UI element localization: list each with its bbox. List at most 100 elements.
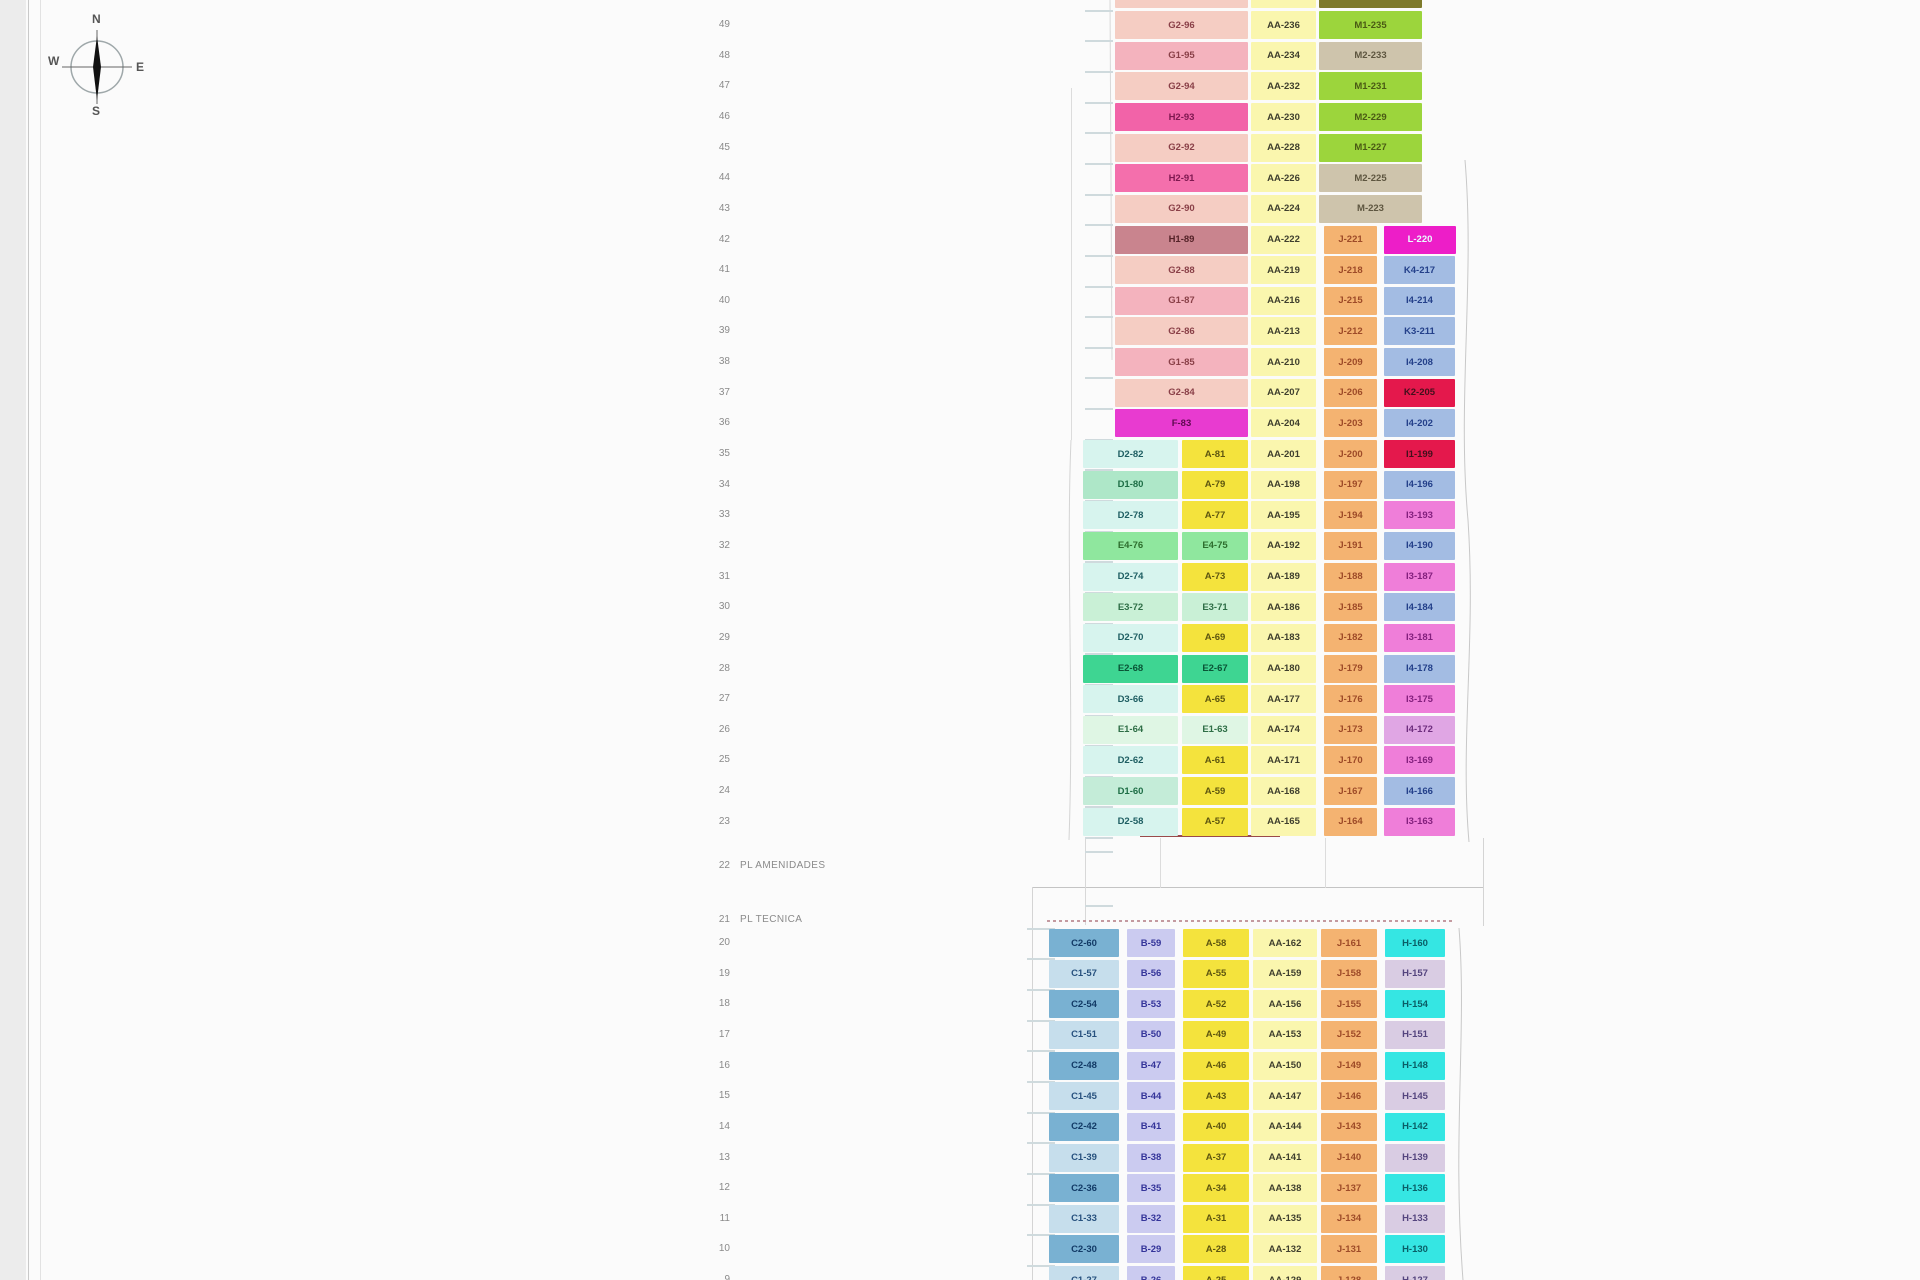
- floor-label: 41: [718, 264, 730, 276]
- floor-label: 36: [718, 417, 730, 429]
- unit-cell: B-38: [1127, 1143, 1175, 1172]
- compass-graphic: [62, 30, 132, 104]
- unit-cell: AA-153: [1253, 1020, 1317, 1049]
- unit-cell: D2-62: [1083, 746, 1178, 775]
- unit-cell: J-185: [1324, 593, 1377, 622]
- unit-cell: AA-232: [1251, 72, 1316, 101]
- unit-cell: L-220: [1384, 225, 1456, 254]
- slab-tick: [1027, 1142, 1055, 1145]
- slab-tick: [1027, 1050, 1055, 1053]
- slab-tick: [1085, 254, 1113, 257]
- floor-label: 28: [718, 662, 730, 674]
- unit-cell: J-191: [1324, 531, 1377, 560]
- unit-cell: J-188: [1324, 562, 1377, 591]
- unit-cell: H-142: [1385, 1112, 1445, 1141]
- gap-vline-1: [1085, 838, 1086, 925]
- unit-cell: I4-190: [1384, 531, 1455, 560]
- compass-needle: [93, 36, 101, 100]
- floor-label: 40: [718, 294, 730, 306]
- unit-cell: A-49: [1183, 1020, 1249, 1049]
- unit-cell: AA-135: [1253, 1204, 1317, 1233]
- unit-cell: B-29: [1127, 1235, 1175, 1264]
- unit-cell: I4-184: [1384, 593, 1455, 622]
- unit-cell: AA-204: [1251, 409, 1316, 438]
- unit-cell: G2-90: [1115, 194, 1248, 223]
- unit-cell: AA-144: [1253, 1112, 1317, 1141]
- slab-tick: [1085, 851, 1113, 853]
- floor-label: 11: [719, 1212, 730, 1224]
- gap-vline-3: [1325, 838, 1326, 888]
- unit-cell: C2-30: [1049, 1235, 1119, 1264]
- unit-cell: I4-202: [1384, 409, 1455, 438]
- unit-cell: H1-89: [1115, 225, 1248, 254]
- unit-cell: J-194: [1324, 501, 1377, 530]
- unit-cell: B-50: [1127, 1020, 1175, 1049]
- unit-cell: E2-68: [1083, 654, 1178, 683]
- unit-cell: I4-166: [1384, 777, 1455, 805]
- slab-tick: [1027, 1203, 1055, 1206]
- floor-label: 43: [718, 202, 730, 214]
- slab-tick: [1027, 1264, 1055, 1267]
- unit-cell: J-176: [1324, 685, 1377, 714]
- unit-cell: I3-175: [1384, 685, 1455, 714]
- unit-cell: D1-60: [1083, 777, 1178, 805]
- unit-cell: J-209: [1324, 348, 1377, 377]
- unit-cell: AA-183: [1251, 623, 1316, 652]
- unit-cell: A-73: [1182, 562, 1248, 591]
- unit-cell: AA-226: [1251, 164, 1316, 193]
- unit-cell: H-136: [1385, 1174, 1445, 1203]
- floor-label: 30: [718, 601, 730, 613]
- slab-tick: [1085, 132, 1113, 135]
- unit-cell: B-56: [1127, 959, 1175, 988]
- unit-cell: J-203: [1324, 409, 1377, 438]
- floor-label: 27: [718, 693, 730, 705]
- unit-cell: B-44: [1127, 1082, 1175, 1111]
- floor-label: 35: [718, 448, 730, 459]
- unit-cell: AA-129: [1253, 1266, 1317, 1280]
- unit-cell: B-35: [1127, 1174, 1175, 1203]
- unit-cell: H-145: [1385, 1082, 1445, 1111]
- unit-cell: M2-233: [1319, 41, 1422, 70]
- unit-cell: AA-224: [1251, 194, 1316, 223]
- unit-cell: D1-80: [1083, 470, 1178, 499]
- slab-tick: [1085, 745, 1113, 748]
- unit-cell: B-59: [1127, 929, 1175, 957]
- unit-cell: G2-88: [1115, 256, 1248, 285]
- unit-cell: A-65: [1182, 685, 1248, 714]
- unit-cell: J-215: [1324, 286, 1377, 315]
- floor-label: 38: [718, 356, 730, 368]
- unit-cell: AA-230: [1251, 103, 1316, 131]
- floor-label: 10: [718, 1243, 730, 1255]
- gap-vline-right: [1483, 838, 1484, 926]
- unit-cell: C2-48: [1049, 1051, 1119, 1080]
- unit-cell: AA-219: [1251, 256, 1316, 285]
- slab-tick: [1085, 591, 1113, 594]
- unit-cell: A-59: [1182, 777, 1248, 805]
- slab-tick: [1027, 1019, 1055, 1022]
- unit-cell: E3-72: [1083, 593, 1178, 622]
- slab-tick: [1085, 346, 1113, 349]
- unit-cell: B-53: [1127, 990, 1175, 1019]
- gap-vline-2: [1160, 838, 1161, 888]
- unit-cell: AA-132: [1253, 1235, 1317, 1264]
- unit-cell: H-139: [1385, 1143, 1445, 1172]
- unit-cell: J-152: [1321, 1020, 1377, 1049]
- unit-cell: AA-174: [1251, 715, 1316, 744]
- unit-cell: J-164: [1324, 807, 1377, 836]
- slab-tick: [1085, 714, 1113, 717]
- core-line-upper: [1071, 88, 1072, 440]
- slab-tick: [1085, 316, 1113, 319]
- floor-note: PL TECNICA: [740, 914, 803, 925]
- unit-cell: AA-236: [1251, 11, 1316, 39]
- unit-cell: I4-196: [1384, 470, 1455, 499]
- unit-cell: D2-70: [1083, 623, 1178, 652]
- left-margin-band: [0, 0, 26, 1280]
- floor-label: 9: [724, 1274, 730, 1280]
- slab-tick: [1027, 1172, 1055, 1175]
- unit-cell: J-149: [1321, 1051, 1377, 1080]
- unit-cell: G2-86: [1115, 317, 1248, 346]
- unit-cell: H2-91: [1115, 164, 1248, 193]
- left-border-line-2: [40, 0, 41, 1280]
- floor-label: 12: [718, 1182, 730, 1194]
